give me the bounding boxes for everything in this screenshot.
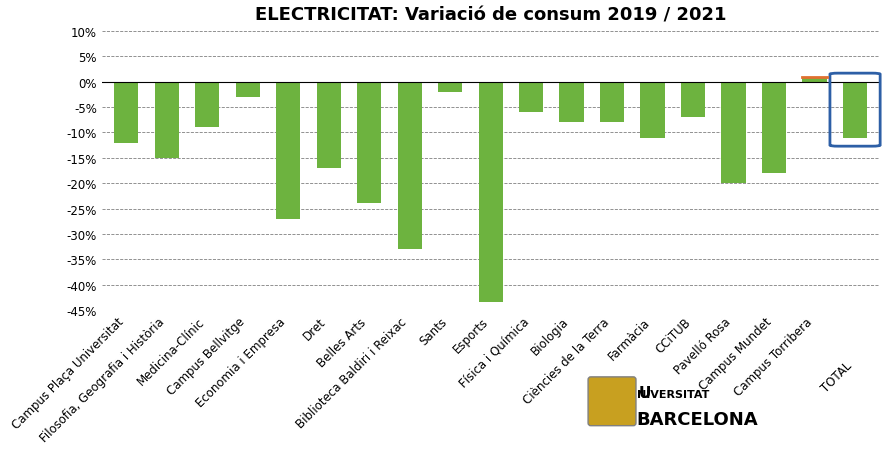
Bar <box>559 83 583 123</box>
Bar <box>599 83 624 123</box>
Bar <box>842 83 867 138</box>
Bar <box>478 83 502 303</box>
Bar <box>680 83 704 118</box>
Bar <box>195 83 219 128</box>
FancyBboxPatch shape <box>587 377 635 426</box>
Bar <box>640 83 664 138</box>
Bar <box>357 83 381 204</box>
Bar <box>518 83 542 113</box>
Bar <box>438 83 462 93</box>
Bar <box>802 78 826 83</box>
Bar <box>720 83 745 184</box>
Title: ELECTRICITAT: Variació de consum 2019 / 2021: ELECTRICITAT: Variació de consum 2019 / … <box>254 7 726 25</box>
Bar <box>316 83 340 169</box>
Text: TOTAL: TOTAL <box>819 359 854 394</box>
Bar <box>236 83 260 98</box>
Text: U: U <box>638 385 650 400</box>
Bar <box>154 83 179 158</box>
Text: BARCELONA: BARCELONA <box>636 410 758 428</box>
Bar <box>397 83 422 249</box>
Bar <box>276 83 300 219</box>
Bar <box>761 83 785 174</box>
Text: NIVERSITAT: NIVERSITAT <box>636 389 709 399</box>
Bar <box>114 83 138 143</box>
